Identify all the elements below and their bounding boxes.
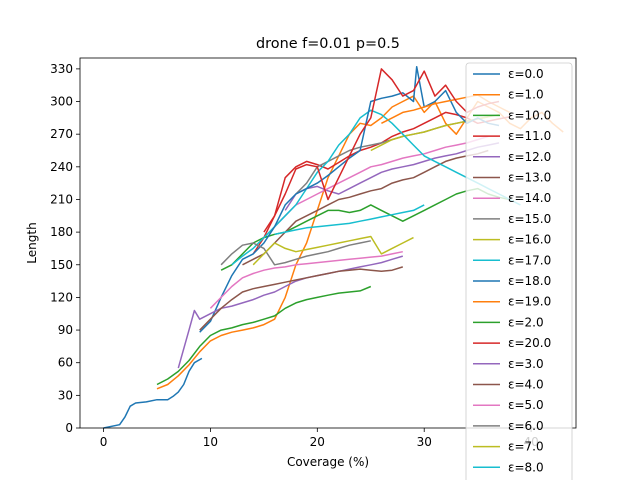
x-tick-label-2: 20 xyxy=(310,435,325,449)
plot-frame xyxy=(79,57,577,429)
series-line-15 xyxy=(199,266,404,331)
y-tick-label-0: 0 xyxy=(65,421,73,435)
y-tick-label-10: 300 xyxy=(50,95,73,109)
legend-label-15: ε=4.0 xyxy=(508,378,544,392)
series-line-13 xyxy=(263,68,500,233)
legend-label-19: ε=8.0 xyxy=(508,460,544,474)
series-line-16 xyxy=(209,250,403,309)
legend-label-17: ε=6.0 xyxy=(508,419,544,433)
y-axis-label: Length xyxy=(25,222,39,263)
legend-label-7: ε=15.0 xyxy=(508,212,551,226)
series-line-4 xyxy=(284,142,500,211)
legend-label-3: ε=11.0 xyxy=(508,129,551,143)
legend: ε=0.0 ε=1.0 ε=10.0 ε=11.0 ε=12.0 ε=13.0 ε=14.0… xyxy=(465,62,573,480)
legend-label-13: ε=20.0 xyxy=(508,336,551,350)
legend-label-16: ε=5.0 xyxy=(508,398,544,412)
x-tick-label-0: 0 xyxy=(100,435,108,449)
y-axis-ticks: 0 30 60 90 120 150 180 210 240 270 300 330 xyxy=(50,62,80,435)
legend-label-6: ε=14.0 xyxy=(508,191,551,205)
legend-label-8: ε=16.0 xyxy=(508,233,551,247)
y-tick-label-4: 120 xyxy=(50,290,73,304)
x-tick-label-1: 10 xyxy=(203,435,218,449)
legend-label-4: ε=12.0 xyxy=(508,150,551,164)
series-line-12 xyxy=(156,285,372,386)
y-tick-label-1: 30 xyxy=(58,388,73,402)
series-line-0 xyxy=(103,357,203,429)
legend-label-11: ε=19.0 xyxy=(508,295,551,309)
legend-label-5: ε=13.0 xyxy=(508,171,551,185)
series-line-14 xyxy=(177,255,404,369)
y-tick-label-9: 270 xyxy=(50,127,73,141)
series-line-17 xyxy=(220,240,371,266)
y-tick-label-7: 210 xyxy=(50,192,73,206)
legend-label-10: ε=18.0 xyxy=(508,274,551,288)
legend-label-12: ε=2.0 xyxy=(508,315,544,329)
series-line-18 xyxy=(252,235,414,266)
series-line-10 xyxy=(199,65,500,333)
legend-label-0: ε=0.0 xyxy=(508,67,544,81)
y-tick-label-2: 60 xyxy=(58,356,73,370)
x-axis-label: Coverage (%) xyxy=(287,455,369,469)
legend-label-9: ε=17.0 xyxy=(508,253,551,267)
plot-lines xyxy=(103,65,564,429)
legend-label-1: ε=1.0 xyxy=(508,88,544,102)
chart-title: drone f=0.01 p=0.5 xyxy=(256,36,400,52)
y-tick-label-5: 150 xyxy=(50,258,73,272)
legend-label-18: ε=7.0 xyxy=(508,440,544,454)
series-line-6 xyxy=(274,135,489,228)
legend-box xyxy=(465,62,573,480)
series-line-19 xyxy=(274,204,425,236)
y-tick-label-6: 180 xyxy=(50,225,73,239)
y-tick-label-8: 240 xyxy=(50,160,73,174)
x-tick-label-3: 30 xyxy=(417,435,432,449)
legend-label-14: ε=3.0 xyxy=(508,357,544,371)
legend-label-2: ε=10.0 xyxy=(508,108,551,122)
y-tick-label-3: 90 xyxy=(58,323,73,337)
y-tick-label-11: 330 xyxy=(50,62,73,76)
series-line-5 xyxy=(242,149,489,266)
